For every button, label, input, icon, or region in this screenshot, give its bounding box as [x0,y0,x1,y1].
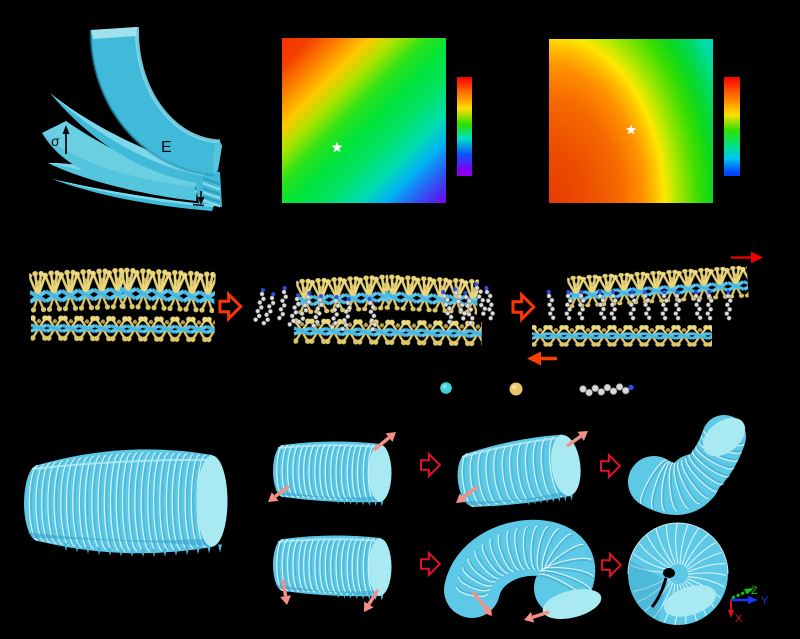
svg-text:E: E [161,139,172,156]
svg-text:X: X [735,613,743,625]
svg-text:σ: σ [51,133,60,149]
svg-text:Z: Z [751,585,758,597]
svg-text:Y: Y [761,595,769,607]
